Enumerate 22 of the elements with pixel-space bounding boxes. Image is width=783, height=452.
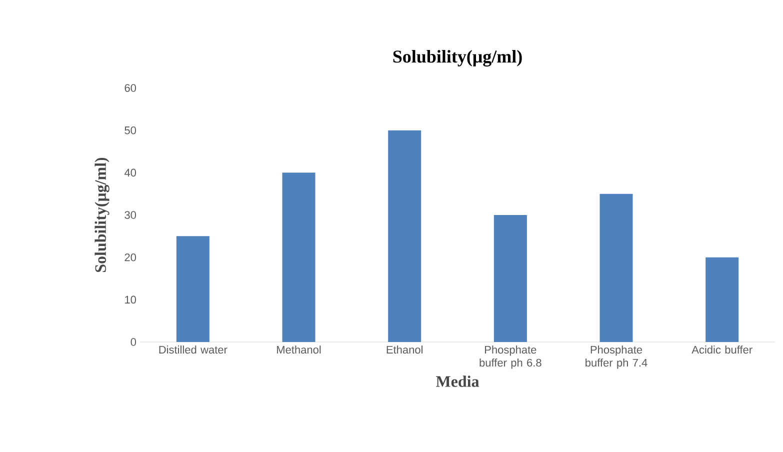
bar: [706, 257, 739, 342]
bar: [600, 194, 633, 342]
x-tick-label: Ethanol: [386, 346, 422, 354]
bar: [176, 236, 210, 342]
y-tick-label: 50: [124, 126, 136, 134]
y-tick-label: 30: [124, 211, 136, 219]
y-tick-label: 0: [130, 338, 136, 346]
x-tick-label: Phosphate buffer ph 6.8: [480, 346, 542, 369]
chart-title: Solubility(μg/ml): [393, 50, 522, 66]
x-tick-label: Methanol: [277, 346, 321, 354]
x-tick-label: Acidic buffer: [692, 346, 752, 354]
y-tick-label: 10: [125, 296, 136, 304]
y-tick-label: 40: [124, 168, 136, 177]
y-tick-label: 60: [124, 84, 136, 92]
bar: [494, 215, 527, 342]
y-tick-label: 20: [124, 253, 136, 262]
x-axis-title: Media: [436, 376, 480, 387]
bar: [282, 172, 316, 342]
x-tick-label: Distilled water: [159, 346, 228, 354]
y-axis-title: Solubility(μg/ml): [94, 158, 110, 272]
x-tick-label: Phosphate buffer ph 7.4: [586, 346, 648, 369]
bar: [388, 130, 422, 342]
